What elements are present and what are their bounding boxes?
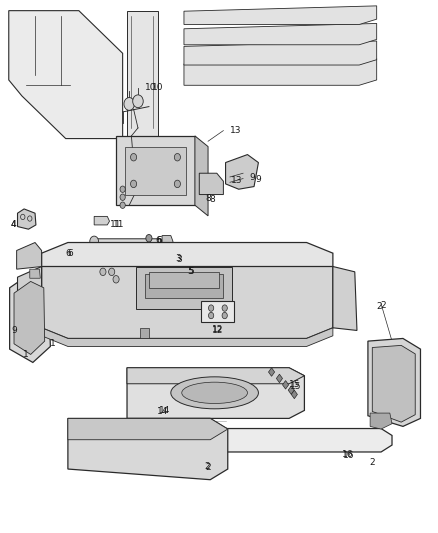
Polygon shape: [226, 155, 258, 189]
Polygon shape: [333, 266, 357, 330]
Polygon shape: [199, 173, 223, 195]
Text: 2: 2: [204, 463, 209, 471]
Text: 11: 11: [110, 221, 122, 229]
Polygon shape: [145, 274, 223, 298]
Text: 6: 6: [67, 249, 73, 258]
Circle shape: [146, 235, 152, 242]
Polygon shape: [136, 266, 232, 309]
Text: 10: 10: [145, 83, 157, 92]
Text: 14: 14: [157, 407, 169, 416]
Circle shape: [133, 95, 143, 108]
Circle shape: [174, 154, 180, 161]
Text: 16: 16: [343, 451, 354, 459]
Polygon shape: [129, 429, 392, 452]
Text: 6: 6: [66, 249, 71, 257]
Text: 15: 15: [289, 381, 300, 389]
Text: 14: 14: [159, 406, 170, 415]
Text: 5: 5: [187, 268, 194, 276]
Text: 13: 13: [230, 126, 241, 135]
Text: 10: 10: [152, 83, 164, 92]
Text: 2: 2: [380, 301, 386, 310]
Polygon shape: [195, 136, 208, 216]
Circle shape: [131, 154, 137, 161]
Text: 12: 12: [212, 325, 223, 334]
Polygon shape: [17, 243, 42, 269]
Text: 8: 8: [205, 195, 211, 203]
Polygon shape: [127, 368, 304, 384]
Polygon shape: [18, 266, 42, 330]
Text: 2: 2: [376, 302, 381, 311]
Polygon shape: [125, 147, 186, 195]
Circle shape: [100, 268, 106, 276]
Polygon shape: [184, 59, 377, 85]
Polygon shape: [368, 338, 420, 426]
Polygon shape: [42, 243, 333, 277]
Polygon shape: [283, 381, 289, 389]
Polygon shape: [127, 368, 304, 418]
Circle shape: [90, 236, 99, 247]
Circle shape: [222, 305, 227, 311]
Polygon shape: [18, 209, 36, 229]
Text: 3: 3: [175, 254, 181, 263]
Circle shape: [75, 245, 81, 252]
Text: 6: 6: [155, 237, 161, 245]
Polygon shape: [291, 390, 297, 399]
Text: 1: 1: [22, 351, 28, 359]
Polygon shape: [68, 418, 228, 480]
Polygon shape: [184, 41, 377, 65]
Text: 9: 9: [250, 173, 255, 182]
Polygon shape: [116, 136, 195, 205]
Text: 15: 15: [290, 382, 301, 391]
Polygon shape: [42, 328, 333, 346]
Text: 6: 6: [156, 237, 162, 245]
Polygon shape: [68, 418, 228, 440]
Polygon shape: [127, 11, 158, 139]
Text: 3: 3: [177, 255, 182, 263]
Circle shape: [208, 305, 214, 311]
Polygon shape: [288, 386, 294, 394]
Circle shape: [109, 268, 115, 276]
Polygon shape: [9, 11, 123, 139]
Polygon shape: [370, 413, 392, 429]
Polygon shape: [14, 281, 45, 354]
Text: 4: 4: [11, 221, 17, 229]
Text: 4: 4: [11, 221, 17, 229]
Polygon shape: [140, 328, 149, 338]
Circle shape: [222, 312, 227, 319]
Circle shape: [120, 194, 125, 200]
Polygon shape: [94, 216, 110, 225]
Text: 9: 9: [11, 326, 17, 335]
Text: 1: 1: [50, 340, 56, 348]
Text: 5: 5: [188, 268, 194, 276]
Text: 2: 2: [369, 458, 375, 466]
Polygon shape: [42, 266, 333, 338]
Circle shape: [124, 98, 134, 110]
Text: 12: 12: [212, 326, 223, 335]
Circle shape: [113, 276, 119, 283]
Circle shape: [174, 180, 180, 188]
Ellipse shape: [182, 382, 247, 403]
Polygon shape: [184, 23, 377, 45]
Polygon shape: [30, 269, 40, 278]
Text: 8: 8: [209, 195, 215, 204]
Polygon shape: [201, 301, 234, 322]
Circle shape: [131, 180, 137, 188]
Text: 9: 9: [255, 175, 261, 184]
Text: 13: 13: [231, 176, 243, 185]
Circle shape: [208, 312, 214, 319]
Ellipse shape: [171, 377, 258, 409]
Polygon shape: [149, 272, 219, 288]
Text: 16: 16: [342, 450, 353, 458]
Circle shape: [120, 202, 125, 208]
Polygon shape: [268, 368, 275, 376]
Polygon shape: [162, 236, 173, 246]
Text: 2: 2: [206, 464, 211, 472]
Polygon shape: [372, 345, 415, 422]
Polygon shape: [276, 374, 283, 383]
Text: 11: 11: [113, 221, 124, 229]
Polygon shape: [96, 239, 164, 244]
Polygon shape: [10, 272, 50, 362]
Circle shape: [120, 186, 125, 192]
Polygon shape: [184, 6, 377, 25]
